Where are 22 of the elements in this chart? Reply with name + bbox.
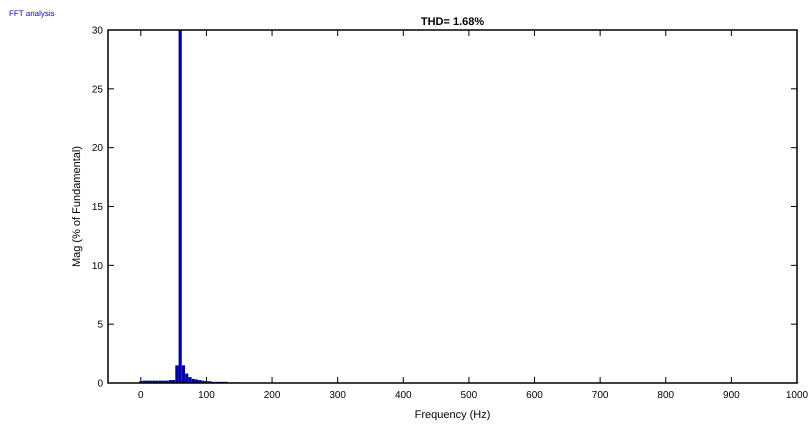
x-tick-label: 200 <box>264 390 281 401</box>
y-tick-label: 15 <box>92 202 104 213</box>
x-tick-label: 300 <box>329 390 346 401</box>
x-tick-label: 1000 <box>786 390 809 401</box>
x-tick-label: 100 <box>198 390 216 401</box>
y-tick-label: 25 <box>92 84 104 96</box>
x-tick-label: 600 <box>526 390 544 401</box>
x-tick-label: 500 <box>460 390 478 401</box>
y-tick-label: 30 <box>92 26 104 36</box>
x-tick-label: 400 <box>394 390 412 401</box>
x-tick-label: 0 <box>138 390 144 401</box>
x-tick-label: 900 <box>723 390 740 401</box>
x-tick-label: 800 <box>657 390 675 401</box>
y-axis-title: Mag (% of Fundamental) <box>71 146 83 268</box>
y-tick-label: 20 <box>92 143 104 154</box>
chart-title: THD= 1.68% <box>420 16 484 28</box>
text: FFT analysis <box>9 9 55 18</box>
y-tick-label: 5 <box>97 320 104 331</box>
y-tick-label: 0 <box>97 378 104 390</box>
y-tick-label: 10 <box>92 260 104 272</box>
x-axis-title: Frequency (Hz) <box>414 409 490 421</box>
x-tick-label: 700 <box>592 390 609 401</box>
